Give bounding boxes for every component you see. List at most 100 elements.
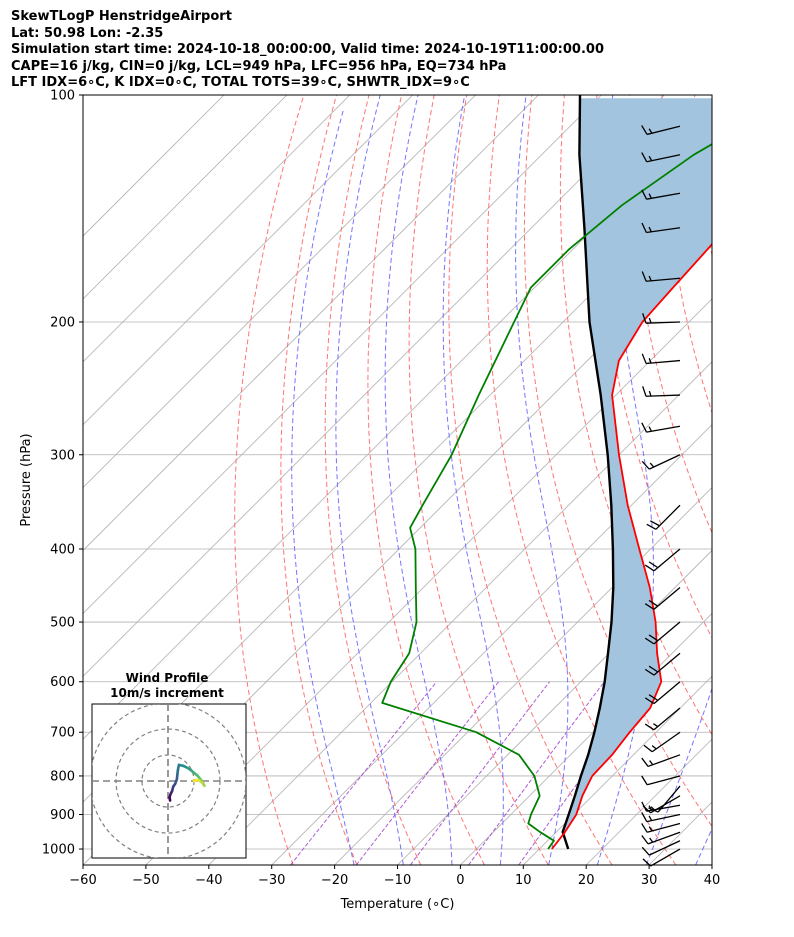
barb-staff (646, 192, 681, 200)
isotherm-line (397, 549, 712, 865)
y-tick-label: 1000 (42, 843, 75, 858)
barb-flag (641, 835, 649, 845)
x-tick-label: 0 (456, 873, 464, 888)
barb-half-flag (649, 837, 654, 843)
cape-area (562, 98, 712, 835)
wind-barbs (641, 125, 681, 867)
moist-adiabat (291, 110, 355, 865)
wind-barb (641, 831, 681, 845)
y-tick-label: 400 (50, 542, 75, 557)
barb-flag (641, 422, 648, 433)
barb-staff (646, 125, 681, 136)
dry-adiabat (234, 95, 305, 865)
barb-staff (646, 277, 681, 282)
barb-half-flag (649, 760, 654, 766)
barb-flag (641, 460, 650, 470)
barb-flag (641, 125, 648, 135)
mixing-ratio-line (518, 681, 652, 865)
wind-barb (641, 353, 681, 365)
wind-barb (641, 222, 681, 234)
wind-barb (644, 707, 681, 731)
wind-barb (641, 812, 681, 823)
barb-flag (641, 846, 650, 856)
barb-flag (648, 561, 659, 569)
barb-flag (648, 665, 659, 673)
barb-flag (644, 637, 655, 645)
time-line: Simulation start time: 2024-10-18_00:00:… (11, 42, 604, 58)
barb-flag (644, 697, 655, 705)
wind-barb (641, 840, 681, 856)
x-tick-label: 30 (641, 873, 658, 888)
chart-title: SkewTLogP HenstridgeAirport (11, 9, 232, 24)
barb-flag (641, 189, 648, 200)
dry-adiabat (523, 95, 712, 828)
dry-adiabat (448, 95, 613, 865)
x-tick-label: −50 (132, 873, 159, 888)
wind-barb (641, 754, 681, 768)
moist-adiabat (335, 95, 404, 865)
barb-staff (653, 621, 681, 645)
wind-barb (641, 454, 681, 470)
parcel-profile-line (561, 95, 615, 850)
barb-flag (644, 723, 655, 731)
wind-barb (642, 795, 681, 814)
indices-line: LFT IDX=6∘C, K IDX=0∘C, TOTAL TOTS=39∘C,… (11, 75, 470, 91)
x-tick-label: −60 (69, 873, 96, 888)
dry-adiabat (280, 95, 358, 865)
x-axis-label: Temperature (∘C) (340, 897, 455, 912)
barb-flag (642, 386, 647, 397)
x-tick-label: −40 (195, 873, 222, 888)
chart-header: SkewTLogP HenstridgeAirport Lat: 50.98 L… (11, 9, 781, 92)
mixing-ratio-line (355, 681, 499, 865)
wind-barb (644, 548, 681, 572)
isotherm-line (334, 487, 712, 865)
barb-staff (647, 754, 681, 768)
barb-half-flag (648, 275, 652, 282)
moist-adiabat (745, 95, 794, 865)
cape-layer (562, 98, 712, 835)
moist-adiabat (645, 687, 712, 865)
isotherm-line (83, 95, 351, 363)
barb-staff (645, 321, 681, 324)
barb-staff (653, 652, 681, 676)
barb-half-flag (648, 317, 652, 324)
isotherm-line (83, 95, 288, 300)
x-tick-label: 40 (704, 873, 721, 888)
wind-barb (644, 621, 681, 645)
barb-staff (648, 840, 681, 856)
barb-flag (641, 812, 648, 822)
barb-flag (642, 313, 647, 324)
barb-half-flag (648, 426, 653, 432)
y-tick-label: 800 (50, 769, 75, 784)
wind-barb (642, 313, 681, 324)
barb-flag (649, 520, 660, 527)
barb-flag (641, 823, 648, 833)
y-tick-label: 500 (50, 616, 75, 631)
barb-half-flag (648, 357, 652, 364)
dry-adiabat (661, 95, 712, 415)
barb-half-flag (648, 390, 652, 397)
isotherm-line (83, 95, 539, 552)
barb-staff (646, 227, 681, 234)
barb-staff (646, 775, 681, 786)
barb-staff (651, 731, 681, 753)
barb-staff (653, 681, 681, 705)
wind-barb (643, 731, 681, 753)
barb-flag (646, 523, 657, 530)
moist-adiabat (442, 95, 504, 865)
barb-half-flag (648, 226, 652, 233)
dry-adiabat (559, 95, 712, 736)
isotherm-line (83, 95, 602, 614)
y-tick-label: 600 (50, 675, 75, 690)
y-tick-label: 200 (50, 315, 75, 330)
isotherm-line (460, 612, 712, 865)
wind-barb (641, 822, 681, 833)
mixing-ratio-line (290, 681, 437, 865)
location-line: Lat: 50.98 Lon: -2.35 (11, 25, 164, 41)
x-tick-label: −20 (321, 873, 348, 888)
dry-adiabat (324, 95, 422, 865)
barb-staff (653, 707, 681, 731)
barb-half-flag (648, 815, 653, 821)
